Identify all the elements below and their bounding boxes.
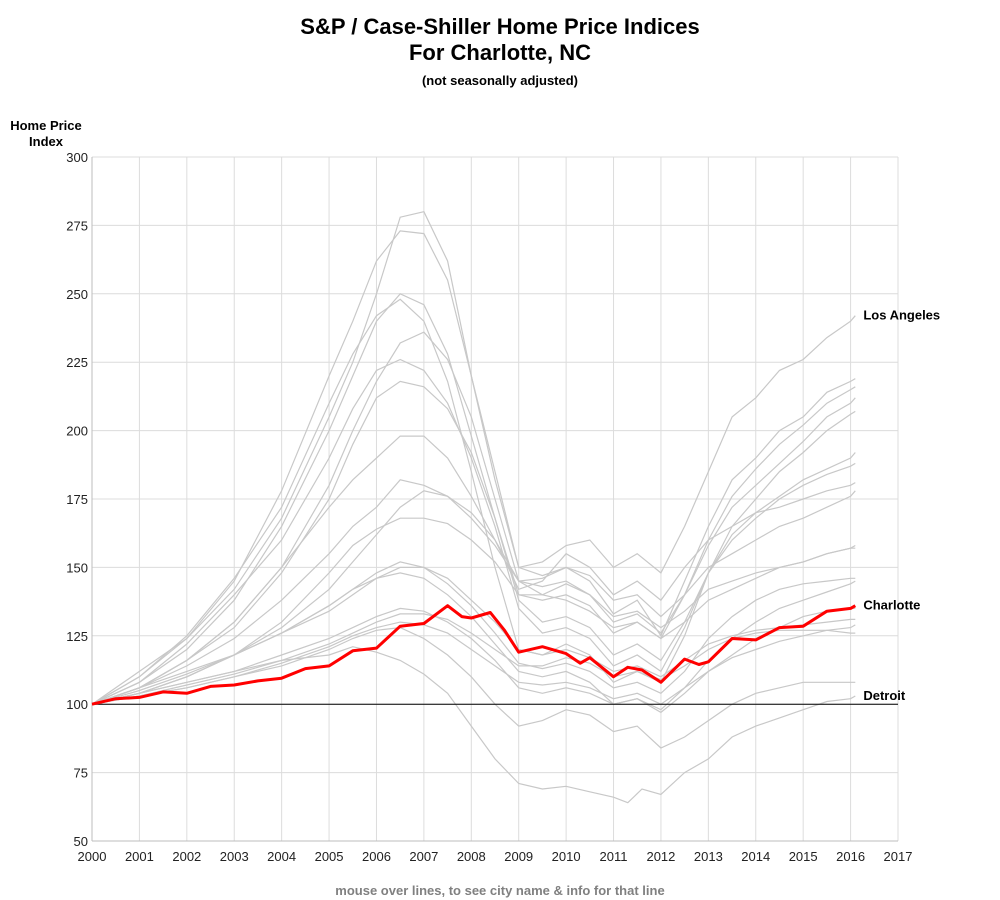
y-tick-label: 250 — [66, 287, 88, 302]
x-tick-label: 2002 — [172, 849, 201, 864]
y-tick-label: 75 — [74, 766, 88, 781]
charlotte-series[interactable] — [91, 604, 857, 706]
y-tick-label: 275 — [66, 218, 88, 233]
chart-title-line1: S&P / Case-Shiller Home Price Indices — [300, 14, 699, 39]
x-tick-label: 2012 — [646, 849, 675, 864]
x-tick-label: 2008 — [457, 849, 486, 864]
x-tick-label: 2017 — [884, 849, 913, 864]
city-series-line[interactable] — [91, 626, 856, 749]
city-series-line[interactable] — [91, 580, 856, 711]
city-series-line[interactable] — [91, 331, 856, 705]
series-labels: Los Angeles Detroit Charlotte — [863, 308, 940, 703]
grid-lines — [91, 156, 899, 842]
series-label: Detroit — [863, 688, 906, 703]
y-tick-label: 50 — [74, 834, 88, 849]
other-city-lines[interactable] — [91, 211, 856, 749]
x-tick-label: 2005 — [315, 849, 344, 864]
city-series-line[interactable] — [91, 572, 856, 714]
city-series-line[interactable] — [91, 621, 856, 705]
x-tick-label: 2007 — [409, 849, 438, 864]
x-tick-label: 2003 — [220, 849, 249, 864]
y-tick-label: 175 — [66, 492, 88, 507]
x-tick-label: 2000 — [78, 849, 107, 864]
y-tick-label: 150 — [66, 560, 88, 575]
x-tick-label: 2004 — [267, 849, 296, 864]
city-series-line[interactable] — [91, 613, 856, 705]
city-series-line[interactable] — [91, 646, 856, 804]
y-axis-label-line1: Home Price — [10, 118, 82, 133]
x-tick-label: 2016 — [836, 849, 865, 864]
city-series-line[interactable] — [91, 380, 856, 705]
series-label: Los Angeles — [863, 308, 940, 323]
city-series-line[interactable] — [91, 358, 856, 705]
y-tick-label: 300 — [66, 150, 88, 165]
x-tick-label: 2014 — [741, 849, 770, 864]
x-tick-label: 2011 — [600, 849, 628, 864]
x-tick-label: 2010 — [552, 849, 581, 864]
chart-footnote: mouse over lines, to see city name & inf… — [335, 883, 664, 898]
x-axis-ticks: 2000 2001 2002 2003 2004 2005 2006 2007 2008 2009… — [78, 849, 913, 864]
x-tick-label: 2013 — [694, 849, 723, 864]
city-series-line[interactable] — [91, 479, 856, 705]
chart-subtitle: (not seasonally adjusted) — [422, 73, 578, 88]
x-tick-label: 2009 — [504, 849, 533, 864]
chart-title-line2: For Charlotte, NC — [409, 40, 591, 65]
x-tick-label: 2006 — [362, 849, 391, 864]
city-series-line[interactable] — [91, 566, 856, 705]
city-series-line[interactable] — [91, 293, 856, 705]
city-series-line[interactable] — [91, 490, 856, 705]
y-tick-label: 225 — [66, 355, 88, 370]
y-tick-label: 125 — [66, 629, 88, 644]
y-axis-ticks: 50 75 100 125 150 175 200 225 250 275 300 — [66, 150, 88, 849]
x-tick-label: 2001 — [125, 849, 154, 864]
city-series-line[interactable] — [91, 435, 856, 705]
y-tick-label: 100 — [66, 697, 88, 712]
charlotte-line[interactable] — [91, 604, 857, 706]
x-tick-label: 2015 — [789, 849, 818, 864]
y-tick-label: 200 — [66, 424, 88, 439]
labeled-city-lines[interactable] — [91, 230, 856, 804]
city-series-line[interactable] — [91, 230, 856, 705]
charlotte-label: Charlotte — [863, 598, 920, 613]
y-axis-label-line2: Index — [29, 134, 64, 149]
city-series-line[interactable] — [91, 211, 856, 705]
